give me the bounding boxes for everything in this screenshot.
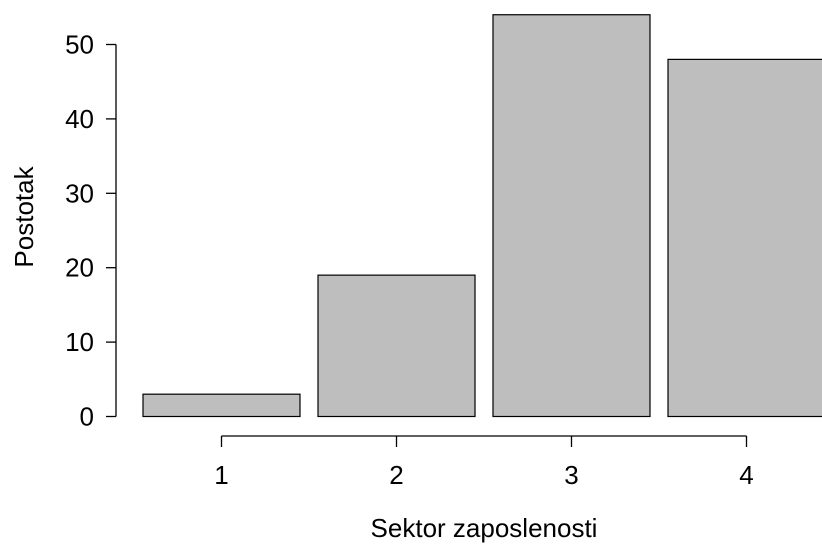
y-tick-label: 10 [65,327,94,357]
x-axis: 1 2 3 4 [214,435,754,490]
x-tick-label: 1 [214,460,228,490]
y-tick-label: 50 [65,30,94,60]
y-tick-label: 0 [80,402,94,432]
x-tick-label: 3 [564,460,578,490]
bars-group [142,14,822,418]
bar-3 [492,14,651,418]
x-tick-label: 4 [739,460,753,490]
x-axis-label: Sektor zaposlenosti [371,513,598,543]
y-tick-label: 40 [65,104,94,134]
y-axis-label: Postotak [9,165,39,267]
bar-2 [317,274,476,418]
y-tick-label: 30 [65,178,94,208]
x-tick-label: 2 [389,460,403,490]
bar-4 [667,58,822,418]
y-axis: 0 10 20 30 40 50 [65,30,117,432]
y-tick-label: 20 [65,253,94,283]
bar-1 [142,393,301,418]
